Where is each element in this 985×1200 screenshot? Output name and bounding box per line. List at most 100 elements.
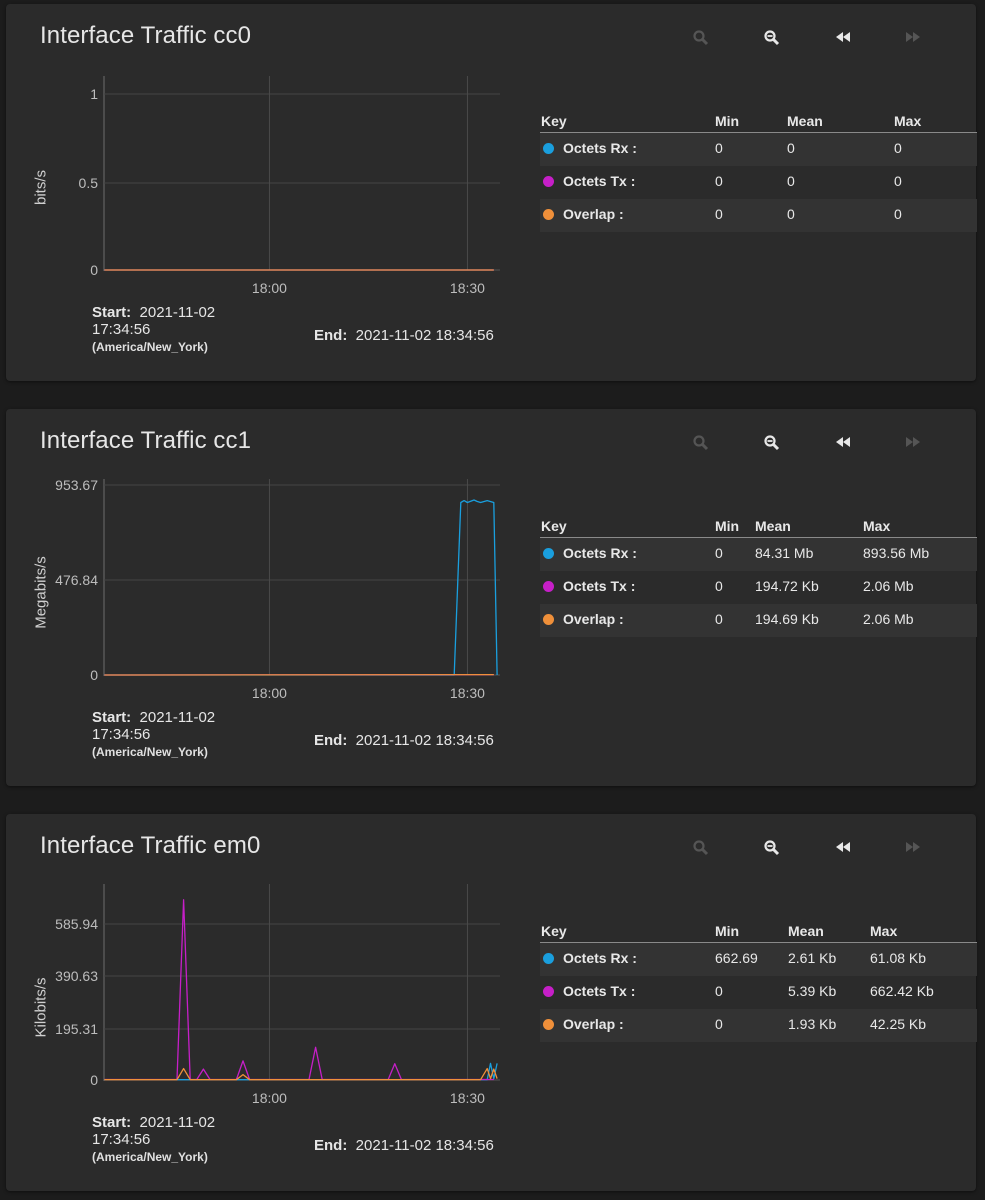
series-name: Octets Rx : xyxy=(563,140,637,156)
end-label: End: xyxy=(314,732,348,749)
series-line-octets-rx xyxy=(104,1062,498,1081)
zoom-in-button[interactable] xyxy=(686,26,716,50)
legend-header-max: Max xyxy=(894,113,922,129)
start-label: Start: xyxy=(92,1114,132,1131)
series-max: 61.08 Kb xyxy=(870,950,927,966)
end-value: 2021-11-02 18:34:56 xyxy=(355,732,494,749)
start-time: 17:34:56 xyxy=(92,321,151,338)
legend-header-key: Key xyxy=(541,923,567,939)
legend-row-tx: Octets Tx : 0 194.72 Kb 2.06 Mb xyxy=(540,571,977,604)
zoom-out-button[interactable] xyxy=(757,431,787,455)
traffic-chart: 1 0.5 0 18:00 18:30 xyxy=(79,76,500,296)
series-name: Octets Tx : xyxy=(563,578,636,594)
series-min: 0 xyxy=(715,983,723,999)
step-back-button[interactable] xyxy=(828,26,858,50)
timezone-label: (America/New_York) xyxy=(92,340,208,354)
series-mean: 0 xyxy=(787,140,795,156)
zoom-out-icon xyxy=(764,30,780,46)
x-tick-label: 18:30 xyxy=(450,685,485,701)
series-name: Overlap : xyxy=(563,611,624,627)
chart-toolbar xyxy=(666,836,926,860)
zoom-out-button[interactable] xyxy=(757,836,787,860)
range-start: Start: 2021-11-02 17:34:56 (America/New_… xyxy=(92,1114,215,1166)
series-max: 0 xyxy=(894,206,902,222)
traffic-card-cc0: Interface Traffic cc0 1 0.5 0 18:00 18:30 bi… xyxy=(6,4,977,381)
traffic-card-em0: Interface Traffic em0 585.94 390.63 195.31… xyxy=(6,814,977,1191)
legend-row-overlap: Overlap : 0 0 0 xyxy=(540,199,977,232)
series-min: 0 xyxy=(715,545,723,561)
series-mean: 194.69 Kb xyxy=(755,611,819,627)
range-start: Start: 2021-11-02 17:34:56 (America/New_… xyxy=(92,304,215,356)
series-min: 0 xyxy=(715,578,723,594)
series-mean: 1.93 Kb xyxy=(788,1016,837,1032)
legend-row-tx: Octets Tx : 0 0 0 xyxy=(540,166,977,199)
zoom-in-icon xyxy=(693,840,709,856)
series-min: 0 xyxy=(715,140,723,156)
range-end: End: 2021-11-02 18:34:56 xyxy=(314,732,494,749)
legend-row-rx: Octets Rx : 0 84.31 Mb 893.56 Mb xyxy=(540,538,977,571)
series-line-octets-rx xyxy=(104,499,498,676)
legend-row-rx: Octets Rx : 662.69 2.61 Kb 61.08 Kb xyxy=(540,943,977,976)
rewind-icon xyxy=(836,437,850,447)
overlap-color-dot xyxy=(543,209,554,220)
traffic-card-cc1: Interface Traffic cc1 953.67 476.84 0 18:00… xyxy=(6,409,977,786)
x-tick-label: 18:30 xyxy=(450,280,485,296)
y-tick-label: 0 xyxy=(90,1072,98,1088)
zoom-in-button[interactable] xyxy=(686,836,716,860)
series-max: 2.06 Mb xyxy=(863,578,914,594)
start-time: 17:34:56 xyxy=(92,726,151,743)
series-mean: 5.39 Kb xyxy=(788,983,837,999)
legend-header-min: Min xyxy=(715,113,740,129)
legend-header-key: Key xyxy=(541,518,567,534)
rx-color-dot xyxy=(543,143,554,154)
start-date: 2021-11-02 xyxy=(139,304,216,321)
legend-row-overlap: Overlap : 0 1.93 Kb 42.25 Kb xyxy=(540,1009,977,1042)
y-tick-label: 0 xyxy=(90,667,98,683)
series-min: 0 xyxy=(715,173,723,189)
timezone-label: (America/New_York) xyxy=(92,1150,208,1164)
step-forward-button[interactable] xyxy=(898,26,928,50)
series-line-octets-tx xyxy=(104,899,494,1081)
series-mean: 2.61 Kb xyxy=(788,950,837,966)
series-max: 2.06 Mb xyxy=(863,611,914,627)
overlap-color-dot xyxy=(543,614,554,625)
series-name: Octets Rx : xyxy=(563,545,637,561)
legend-header: Key Min Mean Max xyxy=(540,512,977,538)
chart-toolbar xyxy=(666,26,926,50)
step-back-button[interactable] xyxy=(828,431,858,455)
traffic-chart: 585.94 390.63 195.31 0 18:00 18:30 xyxy=(55,884,500,1106)
end-value: 2021-11-02 18:34:56 xyxy=(355,1137,494,1154)
y-tick-label: 0.5 xyxy=(79,175,99,191)
legend-header: Key Min Mean Max xyxy=(540,917,977,943)
legend-table: Key Min Mean Max Octets Rx : 0 84.31 Mb … xyxy=(540,512,977,637)
series-mean: 194.72 Kb xyxy=(755,578,819,594)
start-label: Start: xyxy=(92,304,132,321)
legend-table: Key Min Mean Max Octets Rx : 662.69 2.61… xyxy=(540,917,977,1042)
card-title: Interface Traffic cc1 xyxy=(40,427,252,454)
series-mean: 84.31 Mb xyxy=(755,545,814,561)
legend-header: Key Min Mean Max xyxy=(540,107,977,133)
series-min: 0 xyxy=(715,611,723,627)
series-min: 662.69 xyxy=(715,950,758,966)
step-forward-button[interactable] xyxy=(898,431,928,455)
card-title: Interface Traffic em0 xyxy=(40,832,261,859)
chart-toolbar xyxy=(666,431,926,455)
legend-header-min: Min xyxy=(715,923,740,939)
start-label: Start: xyxy=(92,709,132,726)
step-back-button[interactable] xyxy=(828,836,858,860)
timezone-label: (America/New_York) xyxy=(92,745,208,759)
fast-forward-icon xyxy=(906,842,920,852)
fast-forward-icon xyxy=(906,32,920,42)
range-end: End: 2021-11-02 18:34:56 xyxy=(314,327,494,344)
series-name: Overlap : xyxy=(563,206,624,222)
step-forward-button[interactable] xyxy=(898,836,928,860)
series-min: 0 xyxy=(715,1016,723,1032)
zoom-out-icon xyxy=(764,435,780,451)
rx-color-dot xyxy=(543,548,554,559)
end-label: End: xyxy=(314,1137,348,1154)
zoom-in-button[interactable] xyxy=(686,431,716,455)
zoom-out-button[interactable] xyxy=(757,26,787,50)
y-tick-label: 0 xyxy=(90,262,98,278)
y-tick-label: 1 xyxy=(90,86,98,102)
y-tick-label: 476.84 xyxy=(55,572,98,588)
